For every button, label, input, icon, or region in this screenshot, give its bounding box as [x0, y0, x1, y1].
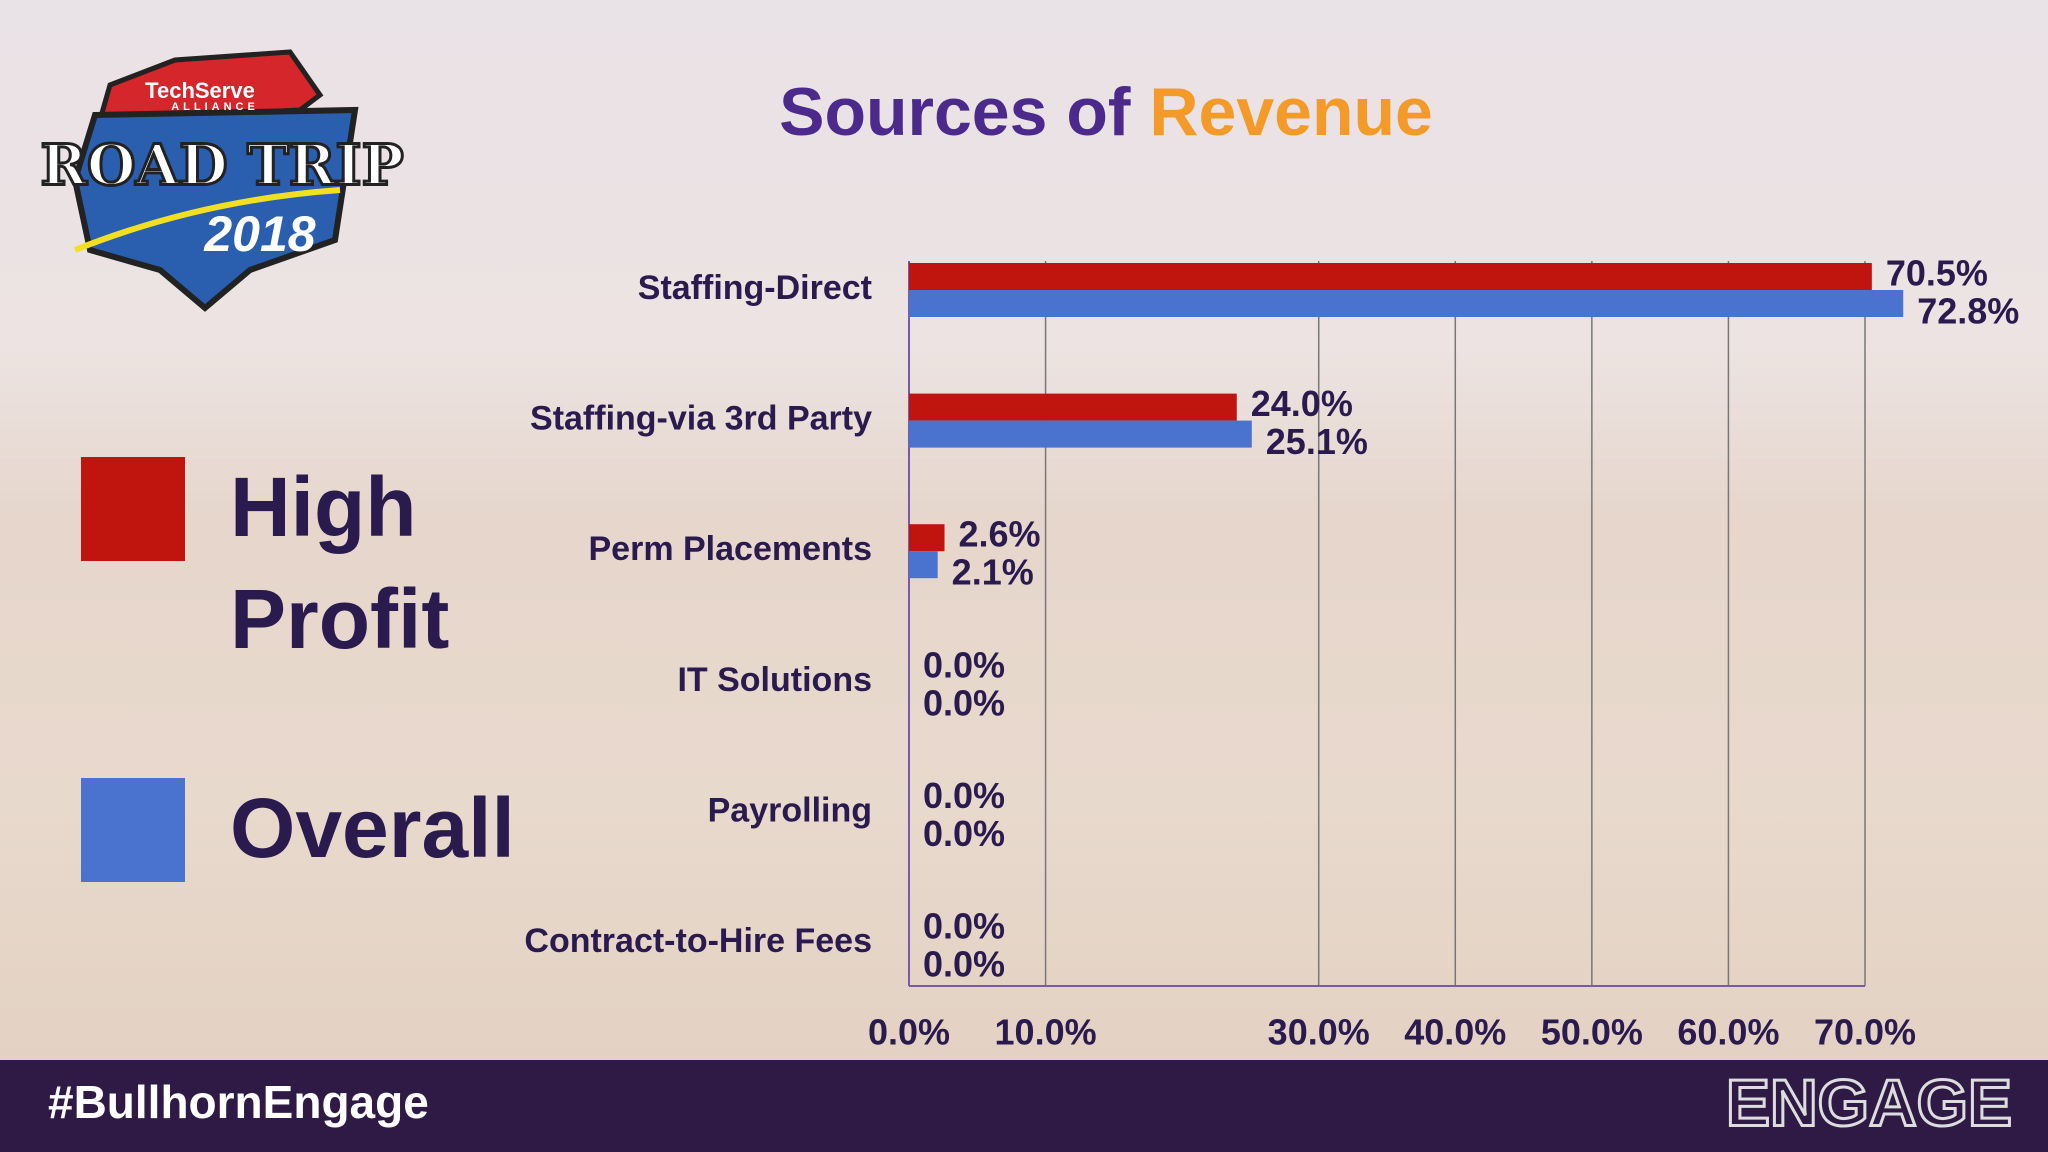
legend-label: High Profit — [230, 460, 450, 666]
y-tick-label: Staffing-via 3rd Party — [530, 400, 872, 438]
bar — [909, 420, 1252, 448]
x-tick-label: 30.0% — [1268, 1012, 1370, 1053]
chart-title: Sources of Revenue — [779, 74, 1433, 150]
title-part: Revenue — [1149, 74, 1432, 150]
logo-year: 2018 — [203, 206, 315, 262]
title-part: Sources of — [779, 74, 1131, 150]
y-tick-label: IT Solutions — [677, 661, 872, 699]
legend-swatch — [81, 778, 185, 882]
data-label: 0.0% — [923, 775, 1005, 816]
bar — [909, 551, 938, 579]
legend-label: Overall — [230, 781, 515, 875]
logo-brand: TechServe — [145, 78, 255, 103]
bar — [909, 393, 1237, 421]
logo-stripe — [73, 187, 341, 253]
y-tick-label: Staffing-Direct — [638, 269, 872, 307]
x-tick-label: 70.0% — [1814, 1012, 1916, 1053]
y-tick-label: Contract-to-Hire Fees — [524, 922, 872, 960]
data-label: 0.0% — [923, 813, 1005, 854]
y-tick-label: Perm Placements — [589, 530, 873, 568]
footer-hashtag: #BullhornEngage — [48, 1076, 429, 1128]
data-label: 25.1% — [1266, 421, 1368, 462]
data-label: 0.0% — [923, 644, 1005, 685]
legend-item: Overall — [81, 778, 515, 884]
x-tick-label: 50.0% — [1541, 1012, 1643, 1053]
legend-item: High Profit — [81, 457, 510, 675]
x-tick-label: 10.0% — [995, 1012, 1097, 1053]
x-tick-label: 60.0% — [1677, 1012, 1779, 1053]
footer-brand: ENGAGE — [1726, 1065, 2012, 1139]
bar — [909, 524, 945, 552]
x-tick-label: 0.0% — [868, 1012, 950, 1053]
logo: TechServe ALLIANCE ROAD TRIP 2018 — [39, 49, 405, 312]
data-label: 2.6% — [959, 514, 1041, 555]
data-label: 72.8% — [1917, 291, 2019, 332]
bar — [909, 263, 1872, 290]
data-label: 0.0% — [923, 906, 1005, 947]
data-label: 70.5% — [1886, 253, 1988, 294]
y-tick-label: Payrolling — [708, 791, 872, 829]
bar — [909, 290, 1904, 317]
data-label: 0.0% — [923, 682, 1005, 723]
data-label: 2.1% — [952, 552, 1034, 593]
data-label: 0.0% — [923, 944, 1005, 985]
x-tick-label: 40.0% — [1404, 1012, 1506, 1053]
data-label: 24.0% — [1251, 383, 1353, 424]
footer-band — [0, 1060, 2048, 1152]
logo-sub: ALLIANCE — [171, 101, 259, 113]
legend-swatch — [81, 457, 185, 561]
logo-name: ROAD TRIP — [40, 133, 403, 199]
